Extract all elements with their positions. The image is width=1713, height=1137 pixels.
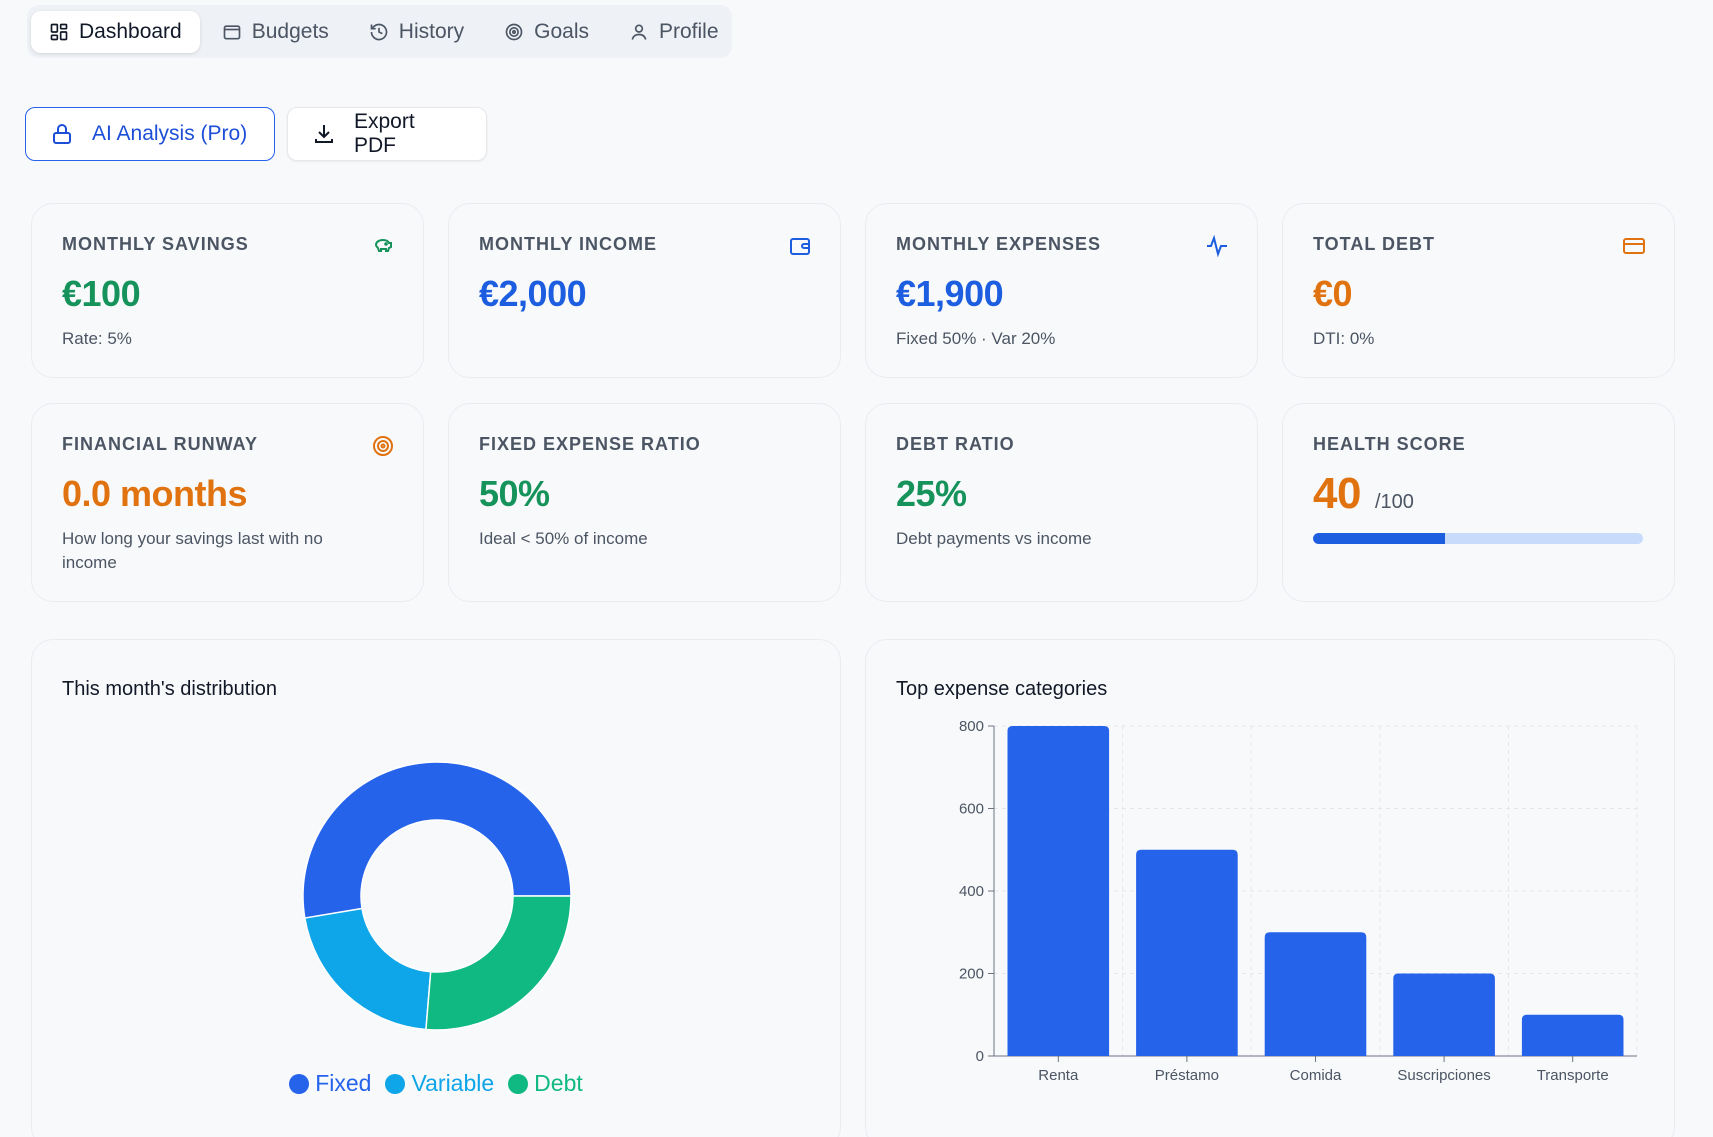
metric-label: MONTHLY EXPENSES: [896, 234, 1102, 254]
bar-chart: 0 200 400 600 800 Renta Préstamo Comida Suscripc…: [959, 718, 1638, 1084]
ai-analysis-button[interactable]: AI Analysis (Pro): [25, 107, 275, 161]
metric-sub: How long your savings last with no incom…: [62, 529, 323, 572]
metric-sub: DTI: 0%: [1313, 329, 1375, 348]
metric-value: 0.0 months: [62, 473, 248, 514]
monthly-expenses-card: MONTHLY EXPENSES €1,900 Fixed 50% · Var …: [865, 203, 1258, 378]
health-score-card: HEALTH SCORE 40 /100: [1282, 403, 1675, 602]
dashboard-icon: [50, 23, 68, 40]
y-tick-label: 200: [959, 966, 984, 983]
distribution-card: This month's distribution Fixed Variable D…: [31, 639, 841, 1137]
export-pdf-button[interactable]: Export PDF: [287, 107, 487, 161]
target-icon: [505, 23, 523, 40]
tab-label: Budgets: [251, 19, 329, 43]
health-score-value: 40: [1313, 469, 1361, 518]
x-tick-label: Préstamo: [1155, 1067, 1219, 1084]
donut-legend: Fixed Variable Debt: [32, 1070, 840, 1097]
legend-dot: [508, 1073, 529, 1094]
export-pdf-label: Export PDF: [354, 110, 415, 157]
score-row: 40 /100: [1313, 469, 1644, 519]
chart-title: This month's distribution: [62, 678, 278, 700]
metric-sub: Fixed 50% · Var 20%: [896, 329, 1056, 348]
legend-dot: [385, 1073, 406, 1094]
metric-label: TOTAL DEBT: [1313, 234, 1435, 254]
debt-ratio-card: DEBT RATIO 25% Debt payments vs income: [865, 403, 1258, 602]
x-tick-label: Suscripciones: [1397, 1067, 1490, 1084]
tab-label: Profile: [659, 19, 719, 43]
action-bar: AI Analysis (Pro) Export PDF: [25, 107, 487, 161]
donut-slice-debt[interactable]: [425, 895, 572, 1031]
y-tick-label: 600: [959, 801, 984, 818]
monthly-income-card: MONTHLY INCOME €2,000: [448, 203, 841, 378]
categories-card: Top expense categories 0 200 400 600 800 Rent…: [865, 639, 1675, 1137]
wallet-icon: [790, 238, 810, 255]
tab-label: Goals: [534, 19, 589, 43]
health-score-progress-fill: [1313, 533, 1445, 544]
bar-1[interactable]: [1136, 849, 1238, 1056]
metric-label: FINANCIAL RUNWAY: [62, 434, 259, 454]
history-icon: [370, 23, 388, 40]
metric-label: HEALTH SCORE: [1313, 434, 1466, 454]
legend-item-debt[interactable]: Debt: [508, 1070, 583, 1097]
monthly-savings-card: MONTHLY SAVINGS €100 Rate: 5%: [31, 203, 424, 378]
metric-sub: Rate: 5%: [62, 329, 132, 348]
activity-icon: [1207, 234, 1227, 258]
x-tick-label: Comida: [1290, 1067, 1342, 1084]
metric-label: MONTHLY INCOME: [479, 234, 658, 254]
tab-history[interactable]: History: [351, 11, 482, 53]
x-tick-label: Renta: [1038, 1067, 1079, 1084]
fixed-expense-ratio-card: FIXED EXPENSE RATIO 50% Ideal < 50% of i…: [448, 403, 841, 602]
bar-2[interactable]: [1264, 932, 1367, 1056]
metric-label: DEBT RATIO: [896, 434, 1015, 454]
piggy-bank-icon: [374, 238, 392, 252]
health-score-progress: [1313, 533, 1643, 544]
total-debt-card: TOTAL DEBT €0 DTI: 0%: [1282, 203, 1675, 378]
legend-item-variable[interactable]: Variable: [385, 1070, 494, 1097]
financial-runway-card: FINANCIAL RUNWAY 0.0 months How long you…: [31, 403, 424, 602]
donut-chart: [302, 761, 572, 1031]
legend-dot: [289, 1073, 310, 1094]
tab-budgets[interactable]: Budgets: [204, 11, 347, 53]
metric-value: €0: [1313, 273, 1353, 314]
tab-label: History: [398, 19, 465, 43]
y-tick-label: 400: [959, 883, 984, 900]
legend-item-fixed[interactable]: Fixed: [289, 1070, 371, 1097]
x-tick-label: Transporte: [1537, 1067, 1609, 1084]
bar-3[interactable]: [1393, 973, 1495, 1057]
bar-0[interactable]: [1007, 726, 1110, 1056]
metric-value: €1,900: [896, 273, 1004, 314]
tab-goals[interactable]: Goals: [486, 11, 607, 53]
tab-label: Dashboard: [79, 19, 182, 43]
metric-sub: Debt payments vs income: [896, 529, 1092, 548]
donut-slice-variable[interactable]: [303, 907, 432, 1031]
chart-title: Top expense categories: [896, 678, 1108, 700]
legend-label: Variable: [411, 1070, 495, 1096]
tab-dashboard[interactable]: Dashboard: [31, 10, 200, 53]
ai-analysis-label: AI Analysis (Pro): [92, 122, 248, 145]
metric-value: €2,000: [479, 273, 587, 314]
metric-value: 50%: [479, 473, 550, 514]
wallet-icon: [223, 24, 241, 39]
metric-sub: Ideal < 50% of income: [479, 529, 648, 548]
nav-tabs: Dashboard Budgets History Goals Profile: [27, 5, 732, 58]
bar-4[interactable]: [1521, 1014, 1624, 1056]
credit-card-icon: [1623, 238, 1645, 254]
legend-label: Fixed: [315, 1070, 372, 1096]
y-tick-label: 800: [959, 718, 984, 735]
tab-profile[interactable]: Profile: [611, 11, 737, 53]
metric-value: 25%: [896, 473, 967, 514]
metric-label: MONTHLY SAVINGS: [62, 234, 249, 254]
y-tick-label: 0: [976, 1048, 984, 1065]
lock-icon: [53, 124, 71, 144]
donut-slice-fixed[interactable]: [302, 761, 572, 919]
legend-label: Debt: [534, 1070, 583, 1096]
metric-value: €100: [62, 273, 141, 314]
user-icon: [631, 24, 647, 40]
target-icon: [373, 436, 393, 456]
download-icon: [315, 125, 333, 143]
metric-label: FIXED EXPENSE RATIO: [479, 434, 701, 454]
health-score-max: /100: [1374, 491, 1414, 513]
